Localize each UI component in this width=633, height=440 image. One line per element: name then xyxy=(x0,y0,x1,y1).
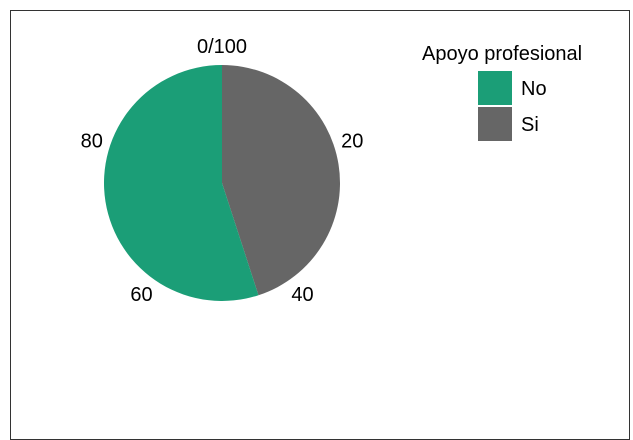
tick-label-20: 20 xyxy=(341,131,363,153)
legend: Apoyo profesional No Si xyxy=(422,43,582,141)
tick-label-60: 60 xyxy=(130,284,152,306)
pie-tick-labels: 0/100 20 40 60 80 xyxy=(81,36,364,306)
legend-swatch-no xyxy=(478,71,512,105)
tick-label-0: 0/100 xyxy=(197,36,247,58)
tick-label-40: 40 xyxy=(291,284,313,306)
legend-swatch-si xyxy=(478,107,512,141)
pie-chart: 0/100 20 40 60 80 Apoyo profesional No Si xyxy=(81,36,583,306)
pie-slice-si xyxy=(222,65,340,296)
pie-slices xyxy=(103,65,340,302)
pie-slice-no xyxy=(103,65,259,302)
legend-label-no: No xyxy=(521,78,547,100)
legend-title: Apoyo profesional xyxy=(422,43,582,65)
tick-label-80: 80 xyxy=(81,131,103,153)
legend-label-si: Si xyxy=(521,114,539,136)
legend-entries: No Si xyxy=(478,71,547,141)
